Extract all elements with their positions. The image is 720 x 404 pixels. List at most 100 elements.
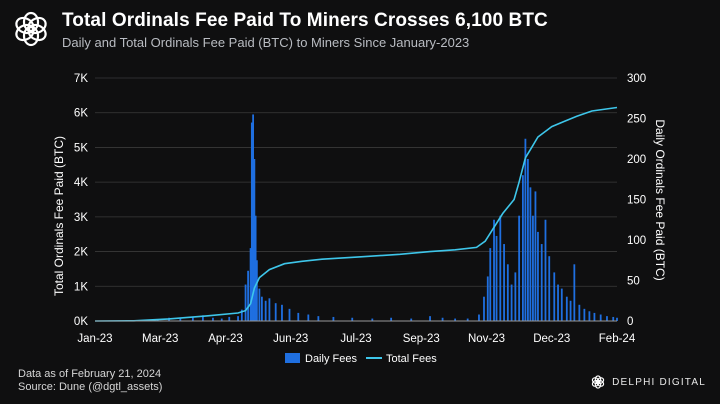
x-tick-label: Sep-23 [403, 333, 440, 345]
daily-fee-bar [297, 312, 300, 321]
daily-fee-bar [565, 296, 568, 321]
x-tick-label: Apr-23 [208, 333, 243, 345]
daily-fee-bar [410, 318, 413, 321]
daily-fee-bar [288, 308, 291, 321]
legend-daily-swatch [285, 353, 300, 363]
daily-fee-bar [332, 316, 335, 321]
daily-fee-bar [202, 315, 204, 321]
delphi-logo-icon [592, 375, 605, 389]
daily-fee-bar [593, 312, 596, 321]
daily-fee-bar [616, 317, 618, 321]
daily-fee-bar [599, 314, 602, 321]
daily-fee-bar [244, 284, 247, 321]
daily-fee-bar [255, 260, 258, 321]
daily-fee-bar [506, 264, 509, 321]
legend-total-label: Total Fees [386, 353, 437, 365]
page-subtitle: Daily and Total Ordinals Fee Paid (BTC) … [62, 35, 470, 50]
delphi-logo-icon [15, 11, 47, 47]
left-tick-label: 6K [74, 108, 88, 120]
daily-fee-bar [441, 317, 444, 321]
page-title: Total Ordinals Fee Paid To Miners Crosse… [62, 10, 548, 31]
daily-fee-bar [527, 159, 529, 321]
daily-fee-bar [489, 248, 492, 321]
right-tick-label: 0 [627, 316, 633, 328]
daily-fee-bar [557, 284, 559, 321]
daily-fee-bar [281, 304, 283, 321]
brand-name: DELPHI DIGITAL [612, 376, 706, 388]
daily-fee-bar [518, 215, 521, 321]
x-tick-label: Jan-23 [77, 333, 112, 345]
x-axis-ticks: Jan-23 Mar-23 Apr-23 Jun-23 Jul-23 Sep-23 Nov-… [77, 333, 635, 345]
right-tick-label: 100 [627, 235, 646, 247]
left-tick-label: 2K [74, 247, 88, 259]
source-note: Source: Dune (@dgtl_assets) [18, 381, 163, 393]
daily-fee-bar [371, 318, 374, 321]
daily-fee-bar [569, 300, 572, 321]
data-date-note: Data as of February 21, 2024 [18, 368, 162, 380]
daily-fee-bar [503, 244, 505, 321]
daily-fee-bar [228, 316, 231, 321]
left-tick-label: 0K [74, 316, 88, 328]
daily-fee-bar [521, 175, 524, 321]
daily-fee-bar [532, 215, 534, 321]
daily-fee-bar [254, 215, 257, 321]
left-tick-label: 4K [74, 177, 88, 189]
x-tick-label: Nov-23 [468, 333, 505, 345]
daily-fee-bar [499, 215, 502, 321]
daily-fee-bar [253, 159, 256, 321]
daily-fee-bar [544, 219, 547, 321]
left-tick-label: 7K [74, 73, 88, 85]
legend: Daily Fees Total Fees [285, 353, 437, 365]
daily-fee-bar [249, 248, 252, 321]
legend-daily-label: Daily Fees [305, 353, 357, 365]
daily-fee-bar [514, 272, 517, 321]
daily-fee-bar [483, 296, 485, 321]
daily-fee-bar [260, 296, 263, 321]
daily-fee-bar [493, 219, 495, 321]
daily-fee-bar [179, 318, 182, 321]
daily-fee-bar [478, 314, 480, 321]
left-axis-ticks: 0K 1K 2K 3K 4K 5K 6K 7K [74, 73, 88, 328]
daily-fee-bar [247, 270, 249, 321]
header: Total Ordinals Fee Paid To Miners Crosse… [10, 8, 548, 52]
daily-fee-bar [524, 138, 527, 321]
grid-lines [95, 77, 617, 287]
daily-fee-bar [250, 122, 253, 321]
right-axis-ticks: 0 50 100 150 200 250 300 [627, 73, 646, 328]
daily-fee-bar [495, 235, 498, 321]
daily-fee-bar [553, 272, 556, 321]
daily-fee-bar [578, 304, 581, 321]
daily-fee-bar [258, 288, 261, 321]
left-tick-label: 3K [74, 212, 88, 224]
daily-fee-bar [534, 191, 537, 321]
left-tick-label: 1K [74, 281, 88, 293]
daily-fee-bar [537, 231, 539, 321]
x-tick-label: Mar-23 [142, 333, 178, 345]
daily-fee-bar [240, 309, 243, 321]
brand: DELPHI DIGITAL [590, 374, 706, 390]
daily-fee-bar [466, 318, 469, 321]
right-tick-label: 300 [627, 73, 646, 85]
x-tick-label: Jun-23 [273, 333, 308, 345]
daily-fee-bar [548, 256, 551, 321]
daily-fee-bar [429, 316, 431, 321]
x-tick-label: Feb-24 [599, 333, 636, 345]
left-tick-label: 5K [74, 142, 88, 154]
daily-fee-bar [454, 318, 457, 321]
x-tick-label: Dec-23 [533, 333, 570, 345]
total-fees-line [94, 106, 618, 322]
daily-fee-bar [573, 264, 576, 321]
daily-fee-bar [529, 187, 532, 321]
right-tick-label: 250 [627, 114, 646, 126]
daily-fees-bars [117, 114, 618, 322]
daily-fee-bar [486, 276, 489, 321]
daily-fee-bar [351, 317, 354, 321]
daily-fee-bar [510, 284, 513, 321]
daily-fee-bar [390, 317, 393, 321]
left-axis-label: Total Ordinals Fee Paid (BTC) [52, 136, 66, 296]
daily-fee-bar [317, 316, 320, 321]
right-tick-label: 150 [627, 195, 646, 207]
daily-fee-bar [612, 316, 615, 321]
daily-fee-bar [560, 288, 563, 321]
